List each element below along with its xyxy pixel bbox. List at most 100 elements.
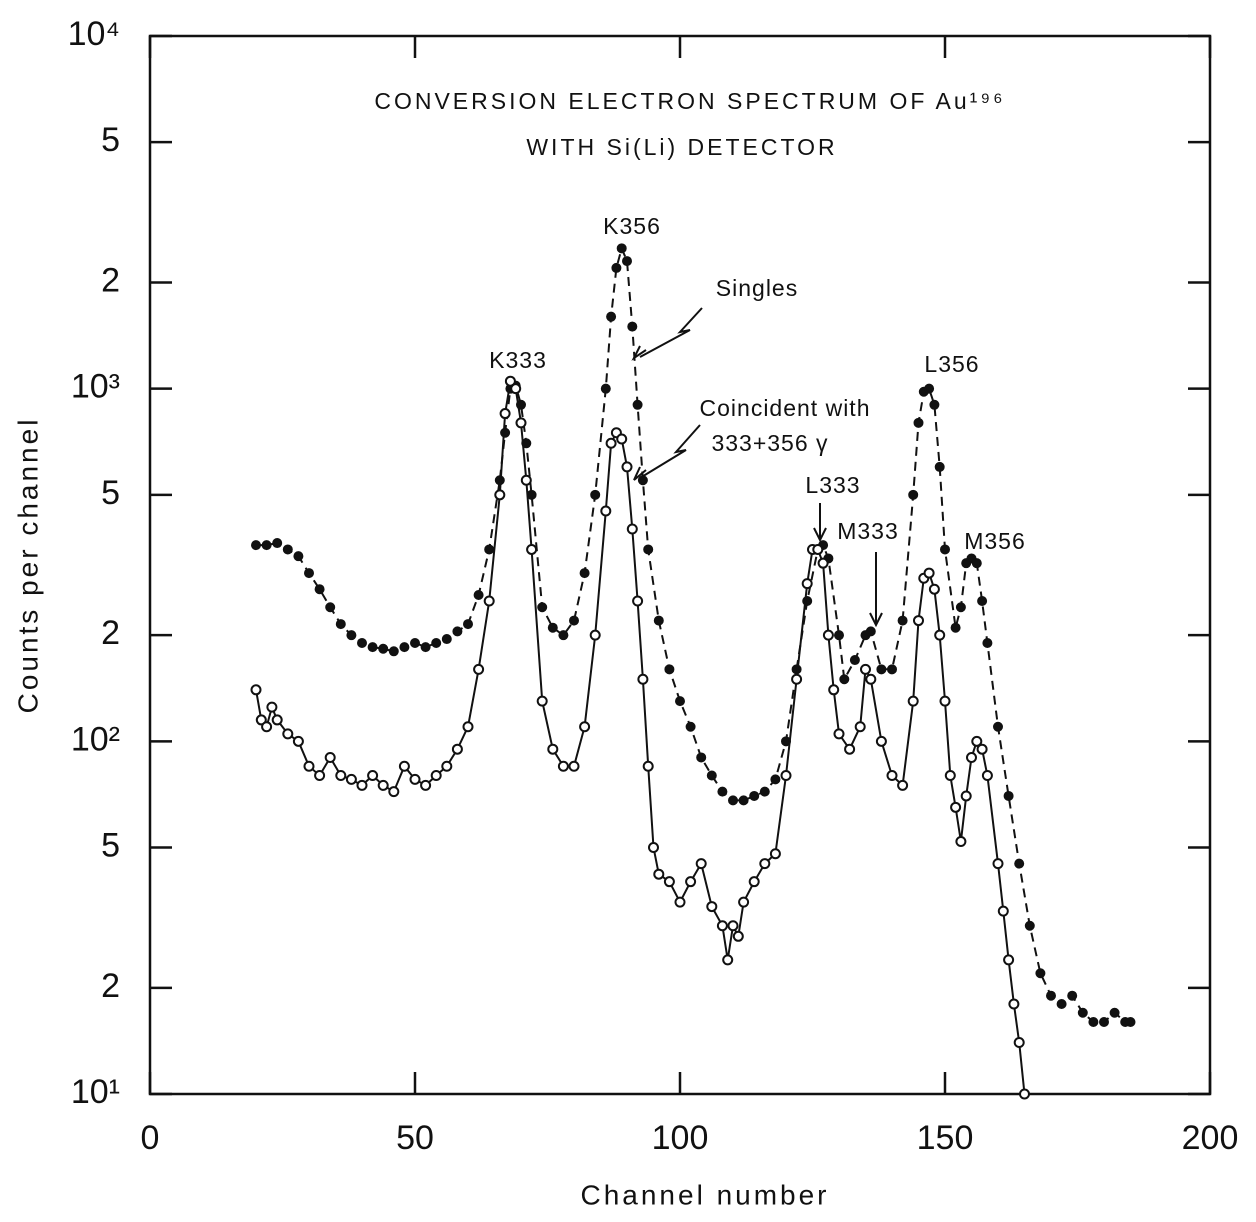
data-point	[642, 760, 654, 772]
data-point	[621, 461, 633, 473]
data-point	[441, 634, 452, 645]
arrow	[639, 424, 701, 479]
data-point	[1035, 968, 1046, 979]
data-point	[839, 674, 850, 685]
data-point	[377, 779, 389, 791]
data-point	[271, 714, 283, 726]
data-point	[648, 841, 659, 853]
y-tick-label: 10⁴	[68, 15, 120, 53]
data-point	[632, 399, 643, 410]
data-point	[398, 760, 410, 772]
data-point	[605, 437, 617, 449]
data-point	[675, 696, 685, 707]
data-point	[473, 663, 485, 675]
data-point	[929, 399, 940, 410]
data-point	[335, 770, 347, 782]
data-point	[653, 615, 664, 626]
annotation: L333	[805, 472, 860, 498]
data-point	[706, 770, 717, 781]
data-point	[452, 626, 463, 637]
data-point	[314, 584, 325, 595]
data-point	[886, 770, 898, 782]
data-point	[865, 673, 877, 685]
data-point	[722, 954, 734, 966]
data-point	[653, 868, 665, 880]
data-point	[849, 655, 860, 666]
data-point	[250, 684, 262, 696]
data-point	[388, 786, 400, 798]
data-point	[292, 735, 304, 747]
data-point	[950, 801, 962, 813]
data-point	[626, 523, 638, 535]
data-point	[356, 779, 368, 791]
data-point	[579, 721, 591, 733]
data-point	[378, 643, 389, 654]
data-point	[674, 896, 686, 908]
data-point	[632, 595, 644, 607]
data-point	[908, 489, 919, 500]
data-point	[484, 544, 495, 555]
data-point	[981, 770, 993, 782]
data-point	[266, 701, 278, 713]
y-tick-label: 2	[101, 614, 120, 652]
chart-title: CONVERSION ELECTRON SPECTRUM OF Au¹⁹⁶	[374, 88, 1005, 114]
data-point	[977, 595, 988, 606]
plot-frame	[148, 34, 1212, 1096]
data-point	[431, 638, 442, 649]
data-point	[526, 489, 537, 500]
data-point	[934, 629, 946, 641]
data-point	[1056, 998, 1067, 1009]
data-point	[569, 615, 579, 626]
data-point	[748, 876, 760, 888]
data-point	[637, 673, 649, 685]
data-point	[934, 461, 945, 472]
data-point	[590, 489, 601, 500]
data-point	[913, 417, 924, 428]
data-point	[622, 256, 632, 267]
data-point	[600, 505, 612, 517]
annotation: K333	[489, 347, 547, 373]
data-point	[314, 770, 326, 782]
data-point	[537, 602, 548, 613]
data-point	[801, 578, 813, 590]
data-point	[1109, 1007, 1120, 1018]
annotation: M333	[837, 518, 899, 544]
data-point	[616, 433, 628, 445]
data-point	[993, 721, 1003, 732]
data-point	[409, 773, 421, 785]
data-point	[1088, 1017, 1099, 1028]
data-point	[960, 790, 972, 802]
data-point	[1125, 1017, 1136, 1028]
data-point	[261, 721, 273, 733]
arrow	[639, 307, 703, 358]
data-point	[1046, 990, 1056, 1001]
data-point	[971, 735, 983, 747]
chart-subtitle: WITH Si(Li) DETECTOR	[526, 134, 837, 160]
x-axis-label: Channel number	[580, 1179, 829, 1210]
y-axis-label: Counts per channel	[12, 417, 43, 714]
y-tick-label: 5	[101, 474, 120, 512]
annotation: Coincident with	[700, 395, 871, 421]
data-point	[971, 558, 982, 569]
data-point	[589, 629, 601, 641]
data-point	[499, 408, 511, 420]
data-point	[367, 770, 379, 782]
data-point	[833, 728, 845, 740]
data-point	[982, 638, 993, 649]
y-tick-label: 5	[101, 826, 120, 864]
data-point	[558, 630, 569, 641]
data-point	[388, 646, 399, 657]
data-point	[706, 901, 718, 913]
arrow-head	[813, 527, 827, 543]
data-point	[791, 673, 803, 685]
data-point	[441, 760, 453, 772]
data-point	[504, 375, 516, 387]
data-point	[1099, 1017, 1109, 1028]
data-point	[463, 619, 473, 630]
data-point	[738, 795, 749, 806]
data-point	[520, 474, 532, 486]
data-point	[940, 544, 950, 555]
x-tick-label: 200	[1182, 1119, 1239, 1157]
x-tick-label: 100	[652, 1119, 709, 1157]
data-point	[420, 779, 432, 791]
